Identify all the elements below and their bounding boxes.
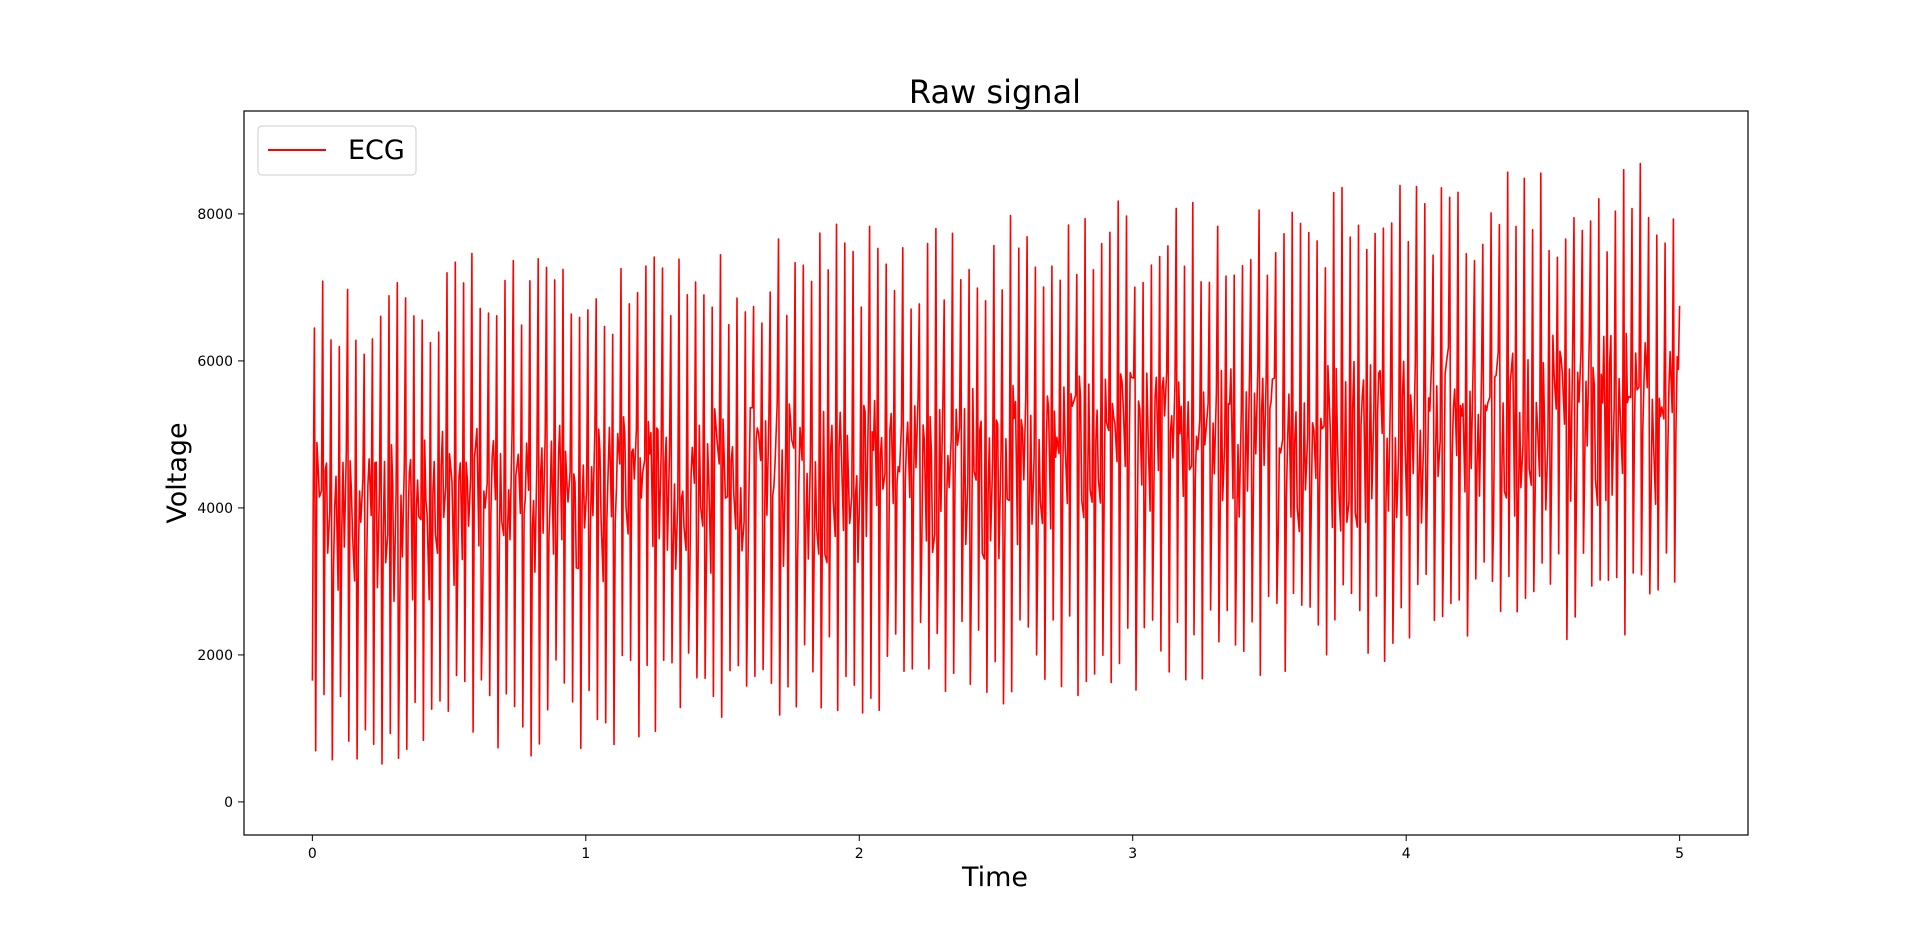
legend: ECG: [257, 125, 417, 176]
chart-title: Raw signal: [909, 73, 1081, 111]
y-tick-label: 0: [224, 795, 233, 811]
x-tick-label: 0: [308, 846, 317, 862]
legend-label-ecg: ECG: [348, 135, 405, 166]
x-tick-label: 2: [855, 846, 864, 862]
x-axis-ticks: 0 1 2 3 4 5: [308, 835, 1684, 862]
y-tick-label: 4000: [197, 501, 233, 517]
y-axis-label: Voltage: [162, 422, 193, 523]
y-tick-label: 8000: [197, 207, 233, 223]
x-tick-label: 4: [1402, 846, 1411, 862]
y-tick-label: 2000: [197, 648, 233, 664]
legend-box: [257, 125, 417, 176]
y-tick-label: 6000: [197, 354, 233, 370]
series-line-ecg: [311, 162, 1681, 765]
x-tick-label: 1: [581, 846, 590, 862]
series-layer: [311, 162, 1681, 765]
axes-frame: [243, 110, 1749, 836]
x-tick-label: 3: [1128, 846, 1137, 862]
x-tick-label: 5: [1675, 846, 1684, 862]
plot-area: [243, 110, 1749, 836]
x-axis-label: Time: [961, 862, 1028, 893]
y-axis-ticks: 0 2000 4000 6000 8000: [197, 207, 244, 811]
